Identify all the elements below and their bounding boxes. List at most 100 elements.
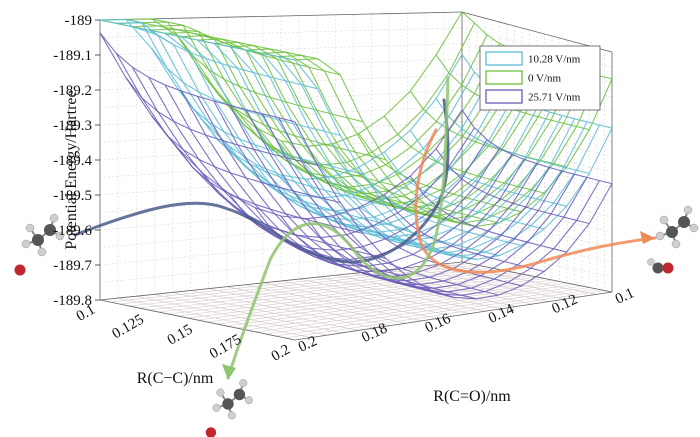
floor-grid-line (317, 276, 486, 312)
legend: 10.28 V/nm 0 V/nm 25.71 V/nm (479, 45, 601, 111)
reaction-path-3 (226, 76, 450, 380)
floor-grid-line (407, 267, 565, 300)
x-tick-label: 0.15 (165, 322, 196, 349)
z-tick-label: -189.6 (53, 223, 92, 239)
floor-grid-line (335, 275, 502, 310)
hydrogen-atom (239, 379, 248, 388)
hydrogen-atom (689, 223, 699, 233)
z-axis-label: Potential Energy/Hartree (63, 90, 80, 249)
hydrogen-atom (37, 247, 47, 257)
floor-grid-line (275, 288, 598, 337)
legend-label: 25.71 V/nm (528, 92, 581, 104)
z-tick-label: -189.1 (53, 48, 92, 64)
legend-label: 10.28 V/nm (528, 54, 581, 66)
molecules (14, 205, 699, 437)
hydrogen-atom (227, 411, 236, 420)
reaction-path-arrowhead (640, 231, 655, 244)
hydrogen-atom (671, 239, 681, 249)
z-tick-label: -189.7 (53, 258, 92, 274)
floor-grid-line (285, 290, 605, 339)
hydrogen-atom (244, 396, 253, 405)
carbon-atom (678, 216, 690, 228)
surface-mesh-line (262, 113, 588, 293)
x-tick-label: 0.2 (269, 342, 293, 365)
frame-edge (294, 291, 613, 341)
carbon-atom (233, 388, 246, 401)
surface-mesh-line (383, 115, 545, 194)
frame-edge (461, 261, 613, 293)
reaction-path-1 (73, 98, 450, 264)
legend-swatch (485, 51, 523, 66)
floor-grid-line (443, 263, 597, 295)
wall-grid-line (99, 74, 463, 91)
hydrogen-atom (655, 231, 665, 241)
floor-grid-line (255, 285, 583, 333)
surface-mesh-line (99, 11, 463, 147)
frame-edge (99, 11, 463, 21)
hydrogen-atom (21, 239, 31, 249)
legend-box (479, 45, 601, 111)
legend-swatch (485, 70, 523, 85)
surface-mesh-line (245, 109, 575, 289)
surface-mesh-line (197, 38, 538, 205)
surface-mesh-line (294, 121, 613, 300)
hydrogen-atom (216, 388, 225, 397)
x-tick-label: 0.125 (110, 312, 147, 343)
carbon-atom (32, 234, 44, 246)
molecule-left (14, 213, 65, 276)
y-tick-label: 0.2 (296, 333, 320, 355)
floor-grid-line (389, 269, 549, 302)
surface-field-0 (99, 11, 613, 227)
oxygen-atom (205, 427, 217, 437)
surface-mesh-line (197, 96, 538, 278)
hydrogen-atom (683, 205, 693, 215)
carbon-atom (666, 226, 678, 238)
y-tick-label: 0.1 (613, 285, 637, 307)
y-tick-label: 0.14 (486, 301, 517, 327)
z-tick-label: -189.3 (53, 118, 92, 134)
y-tick-label: 0.16 (423, 311, 454, 337)
hydrogen-atom (659, 215, 669, 225)
hydrogen-atom (212, 403, 221, 412)
y-axis-label: R(C=O)/nm (433, 388, 511, 405)
floor-grid-line (207, 278, 545, 323)
hydrogen-atom (647, 258, 655, 266)
surface-mesh-line (278, 117, 600, 296)
x-tick-label: 0.175 (207, 332, 244, 363)
hydrogen-atom (55, 231, 65, 241)
surface-mesh-line (132, 67, 488, 251)
surface-mesh-line (99, 32, 463, 220)
surface-mesh-line (246, 48, 575, 217)
reaction-path-2 (414, 128, 657, 274)
wall-grid-line (99, 105, 463, 126)
surface-field-25-71 (99, 32, 613, 300)
wall-grid-line (461, 199, 613, 233)
surface-mesh-line (180, 36, 525, 233)
frame-edge (461, 11, 613, 53)
y-tick-label: 0.18 (359, 320, 390, 346)
floor-grid-line (226, 281, 560, 327)
oxygen-atom (14, 264, 26, 276)
surface-mesh-line (245, 49, 575, 250)
z-tick-label: -189.4 (53, 153, 92, 169)
z-tick-labels: -189 -189.1 -189.2 -189.3 -189.4 -189.5 -189.6… (53, 13, 100, 309)
hydrogen-atom (49, 213, 59, 223)
wall-grid-line (99, 199, 463, 231)
floor-grid-line (299, 278, 470, 314)
wall-grid-line (461, 230, 613, 263)
surface-mesh-line (213, 41, 550, 209)
surface-mesh-line (132, 26, 488, 212)
z-tick-label: -189 (65, 13, 93, 29)
floor-grid-line (236, 282, 568, 329)
wall-grid-line (461, 105, 613, 143)
z-tick-label: -189.5 (53, 188, 92, 204)
carbon-atom (222, 398, 234, 410)
carbon-atom (652, 262, 664, 274)
floor-grid-line (265, 287, 590, 335)
carbon-atom (44, 224, 56, 236)
surface-mesh-line (229, 105, 563, 286)
reaction-paths (73, 76, 657, 380)
z-tick-label: -189.8 (53, 293, 92, 309)
oxygen-atom (662, 262, 674, 274)
